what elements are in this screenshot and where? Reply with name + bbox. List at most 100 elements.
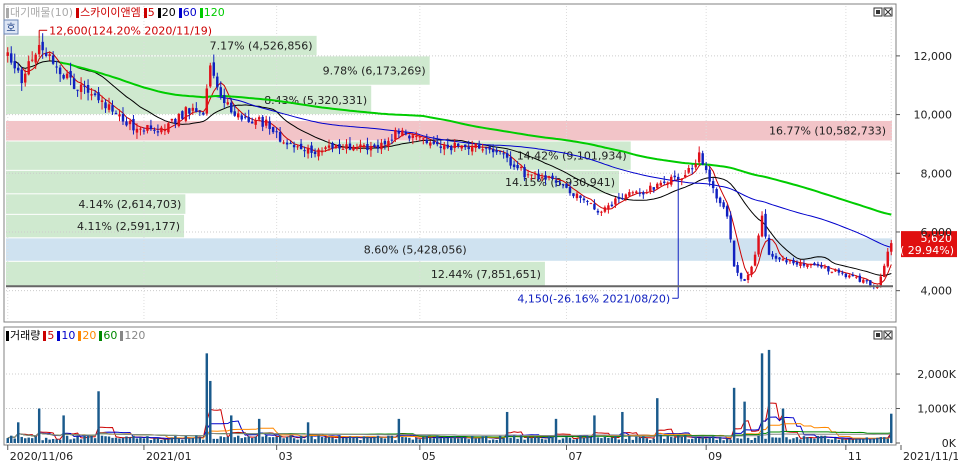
candle bbox=[195, 102, 198, 113]
candle-body bbox=[512, 164, 516, 168]
candle bbox=[107, 97, 111, 113]
volume-bar bbox=[666, 436, 669, 443]
volume-bar bbox=[69, 439, 72, 443]
candle bbox=[278, 127, 282, 143]
candle-body bbox=[614, 198, 617, 205]
volume-legend-item[interactable]: 120 bbox=[124, 329, 146, 342]
candle bbox=[198, 110, 202, 116]
candle-body bbox=[37, 44, 41, 55]
volume-bar bbox=[841, 438, 844, 443]
volume-bar bbox=[554, 418, 558, 443]
candle-body bbox=[540, 177, 544, 179]
volume-panel-close-icon[interactable] bbox=[883, 330, 893, 340]
price-legend-item[interactable]: 60 bbox=[182, 6, 197, 19]
moving-average-line-20 bbox=[14, 60, 892, 276]
candle-body bbox=[603, 207, 607, 212]
candle-body bbox=[436, 141, 439, 145]
candle-body bbox=[404, 132, 408, 135]
date-tick-label: 03 bbox=[279, 450, 293, 463]
candle bbox=[463, 144, 467, 151]
candle-body bbox=[86, 85, 90, 93]
candle-body bbox=[219, 87, 222, 97]
price-legend-item[interactable]: 120 bbox=[203, 6, 225, 19]
price-legend-swatch bbox=[178, 8, 182, 18]
price-tick-label: 12,000 bbox=[914, 50, 953, 63]
candle-body bbox=[48, 54, 51, 57]
volume-legend-item[interactable]: 20 bbox=[82, 329, 97, 342]
candle-body bbox=[397, 131, 401, 134]
volume-legend-item[interactable]: 5 bbox=[47, 329, 55, 342]
price-legend-item[interactable]: 20 bbox=[161, 6, 176, 19]
candle-body bbox=[837, 269, 841, 273]
volume-bar bbox=[202, 439, 205, 443]
volume-bar bbox=[17, 422, 20, 443]
volume-bar bbox=[718, 436, 722, 443]
candle bbox=[642, 190, 645, 199]
volume-bar bbox=[233, 437, 236, 443]
candle-body bbox=[310, 145, 313, 153]
candle-body bbox=[551, 175, 554, 180]
price-panel-maximize-icon[interactable] bbox=[873, 7, 883, 17]
candle bbox=[827, 265, 830, 275]
candle bbox=[603, 205, 607, 214]
candle bbox=[299, 138, 303, 150]
volume-bar bbox=[642, 436, 645, 443]
candle bbox=[495, 146, 498, 155]
candle-body bbox=[432, 141, 436, 144]
candle bbox=[352, 144, 355, 152]
candle-body bbox=[352, 146, 355, 151]
price-legend-item[interactable]: 대기매물(10) bbox=[10, 6, 74, 19]
volume-bar bbox=[547, 436, 551, 443]
volume-bar bbox=[44, 437, 48, 443]
candle bbox=[128, 118, 132, 131]
volume-tick-label: 0K bbox=[942, 437, 957, 450]
candle bbox=[544, 171, 547, 185]
volume-y-axis: 2,000K 1,000K 0K bbox=[896, 368, 957, 450]
candle-body bbox=[890, 243, 893, 252]
candle bbox=[261, 115, 264, 132]
candle-body bbox=[181, 111, 184, 119]
candle-body bbox=[264, 119, 268, 126]
volume-bar bbox=[802, 436, 806, 443]
candle bbox=[30, 51, 34, 63]
volume-bar bbox=[865, 437, 869, 443]
candle-body bbox=[495, 149, 498, 153]
volume-bar bbox=[264, 435, 268, 443]
volume-profile-label: 4.11% (2,591,177) bbox=[77, 220, 180, 233]
candle bbox=[411, 132, 415, 145]
volume-bar bbox=[869, 439, 872, 443]
candle-body bbox=[338, 144, 341, 149]
candle bbox=[86, 79, 90, 101]
volume-bar bbox=[663, 438, 666, 443]
candle bbox=[687, 164, 690, 175]
candle-body bbox=[516, 165, 519, 169]
volume-bar bbox=[118, 438, 121, 443]
volume-bar bbox=[523, 439, 526, 443]
candle-body bbox=[13, 61, 16, 69]
candle-body bbox=[785, 260, 788, 263]
candle bbox=[247, 109, 250, 123]
candle-body bbox=[697, 152, 701, 163]
volume-bar bbox=[13, 438, 16, 443]
volume-bar bbox=[209, 380, 212, 443]
candle-body bbox=[725, 206, 729, 217]
volume-bar bbox=[397, 418, 401, 443]
candle-body bbox=[858, 275, 862, 282]
candle-body bbox=[443, 145, 446, 150]
candle bbox=[579, 195, 582, 203]
volume-legend-item[interactable]: 10 bbox=[61, 329, 76, 342]
volume-bar bbox=[656, 398, 659, 443]
price-panel-close-icon[interactable] bbox=[883, 7, 893, 17]
price-legend-item[interactable]: 스카이이앤엠 bbox=[80, 6, 141, 19]
candle bbox=[610, 201, 614, 208]
volume-bar bbox=[170, 437, 174, 443]
chart-settings-icon[interactable]: 호 bbox=[3, 19, 19, 35]
price-legend-item[interactable]: 5 bbox=[147, 6, 155, 19]
volume-legend-item[interactable]: 거래량 bbox=[10, 329, 41, 342]
volume-bar bbox=[827, 439, 830, 443]
candle bbox=[387, 137, 390, 151]
volume-panel-maximize-icon[interactable] bbox=[873, 330, 883, 340]
volume-bar bbox=[638, 437, 642, 443]
volume-legend-item[interactable]: 60 bbox=[103, 329, 118, 342]
candle-body bbox=[97, 92, 100, 101]
